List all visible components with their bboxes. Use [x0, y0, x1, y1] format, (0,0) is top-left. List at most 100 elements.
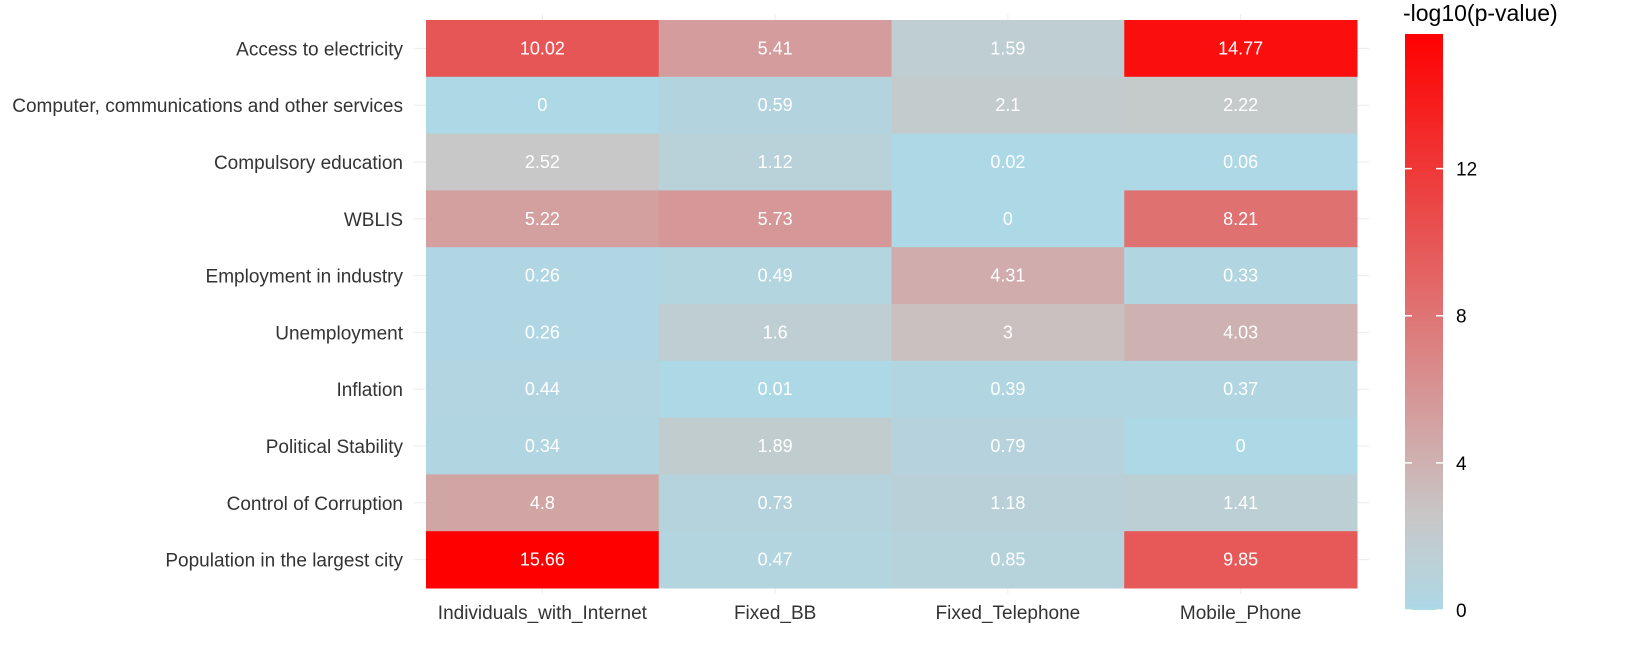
heatmap-cell: [426, 247, 660, 305]
heatmap-cell: [426, 304, 660, 362]
heatmap-cell: [658, 247, 892, 305]
cell-value-label: 2.52: [525, 152, 560, 172]
y-tick-label: Control of Corruption: [227, 494, 403, 515]
heatmap-cell: [658, 190, 892, 248]
heatmap-cell: [426, 417, 660, 475]
cell-value-label: 2.22: [1223, 95, 1258, 115]
cell-value-label: 0.01: [758, 379, 793, 399]
cell-value-label: 0.06: [1223, 152, 1258, 172]
heatmap-cell: [658, 360, 892, 419]
y-tick-label: Access to electricity: [236, 39, 403, 60]
cell-value-label: 5.22: [525, 209, 560, 229]
heatmap-cell: [1124, 247, 1358, 305]
x-tick-label: Individuals_with_Internet: [438, 603, 648, 624]
cell-value-label: 2.1: [995, 95, 1020, 115]
heatmap-cell: [891, 20, 1125, 78]
cell-value-label: 0.79: [990, 436, 1025, 456]
heatmap-cell: [891, 190, 1125, 248]
heatmap-cell: [891, 76, 1125, 135]
cell-value-label: 1.18: [990, 493, 1025, 513]
cell-value-label: 0.39: [990, 379, 1025, 399]
cell-value-label: 0.49: [758, 266, 793, 286]
heatmap-cell: [658, 304, 892, 362]
heatmap-cell: [1124, 133, 1358, 191]
heatmap-cell: [1124, 304, 1358, 362]
cell-value-label: 4.8: [530, 493, 555, 513]
cell-value-label: 0.44: [525, 379, 560, 399]
cell-value-label: 1.6: [763, 322, 788, 342]
heatmap-cell: [891, 417, 1125, 475]
cell-value-label: 0.33: [1223, 266, 1258, 286]
legend-ticks: 0 4 8 12: [1405, 160, 1477, 622]
heatmap-cell: [426, 190, 660, 248]
cell-value-label: 9.85: [1223, 550, 1258, 570]
y-tick-label: Compulsory education: [214, 153, 403, 174]
heatmap-cell: [426, 360, 660, 419]
x-tick-label: Mobile_Phone: [1180, 603, 1301, 624]
x-tick-label: Fixed_Telephone: [936, 603, 1081, 624]
legend-tick-label: 4: [1456, 454, 1467, 475]
heatmap-cell: [426, 20, 660, 78]
heatmap-cell: [658, 76, 892, 135]
cell-value-label: 1.41: [1223, 493, 1258, 513]
cell-value-label: 5.41: [758, 38, 793, 58]
legend-tick-label: 0: [1456, 601, 1467, 622]
heatmap-cell: [658, 531, 892, 589]
cell-value-label: 15.66: [520, 550, 565, 570]
color-legend: -log10(p-value) 0 4 8 12: [1403, 0, 1558, 622]
y-tick-label: Computer, communications and other servi…: [12, 96, 403, 117]
cell-value-label: 1.89: [758, 436, 793, 456]
cell-value-label: 3: [1003, 322, 1013, 342]
x-axis-tick-labels: Individuals_with_Internet Fixed_BB Fixed_T…: [438, 603, 1302, 624]
heatmap-cell: [1124, 474, 1358, 532]
heatmap-cell: [658, 20, 892, 78]
legend-title: -log10(p-value): [1403, 0, 1558, 26]
cell-value-label: 0.37: [1223, 379, 1258, 399]
heatmap-cell: [891, 247, 1125, 305]
heatmap-cell: [426, 474, 660, 532]
y-tick-label: Political Stability: [266, 437, 404, 458]
heatmap-cell: [1124, 417, 1358, 475]
cell-value-label: 8.21: [1223, 209, 1258, 229]
cell-value-label: 0.02: [990, 152, 1025, 172]
cell-value-labels: 10.02 5.41 1.59 14.77 0 0.59 2.1 2.22 2.52 1.12 0.…: [520, 38, 1263, 569]
heatmap-cell: [658, 133, 892, 191]
x-tick-label: Fixed_BB: [734, 603, 816, 624]
heatmap-cell: [658, 474, 892, 532]
heatmap-cell: [891, 133, 1125, 191]
heatmap-cell: [891, 304, 1125, 362]
legend-tick-label: 12: [1456, 160, 1477, 181]
heatmap-cell: [426, 76, 660, 135]
y-axis-tick-labels: Access to electricity Computer, communica…: [12, 39, 403, 571]
cell-value-label: 1.12: [758, 152, 793, 172]
heatmap-cell: [891, 531, 1125, 589]
cell-value-label: 0.85: [990, 550, 1025, 570]
cell-value-label: 4.31: [990, 266, 1025, 286]
cell-value-label: 0.47: [758, 550, 793, 570]
cell-value-label: 0.26: [525, 322, 560, 342]
heatmap-cell: [658, 417, 892, 475]
y-tick-label: Unemployment: [275, 323, 403, 344]
cell-value-label: 0: [1236, 436, 1246, 456]
heatmap-cell: [1124, 190, 1358, 248]
cell-value-label: 0: [537, 95, 547, 115]
heatmap-cell: [1124, 76, 1358, 135]
y-tick-label: Population in the largest city: [165, 551, 403, 572]
cell-value-label: 0.59: [758, 95, 793, 115]
cell-value-label: 0: [1003, 209, 1013, 229]
cell-value-label: 10.02: [520, 38, 565, 58]
heatmap-cell: [1124, 360, 1358, 419]
heatmap-cell: [426, 133, 660, 191]
y-tick-label: WBLIS: [344, 210, 403, 231]
y-tick-label: Inflation: [336, 380, 403, 401]
legend-tick-label: 8: [1456, 307, 1467, 328]
heatmap-cell: [891, 474, 1125, 532]
heatmap-cell: [891, 360, 1125, 419]
cell-value-label: 0.73: [758, 493, 793, 513]
heatmap-cell: [426, 531, 660, 589]
cell-value-label: 0.26: [525, 266, 560, 286]
heatmap-cells: [426, 20, 1358, 589]
cell-value-label: 1.59: [990, 38, 1025, 58]
y-tick-label: Employment in industry: [206, 267, 404, 288]
